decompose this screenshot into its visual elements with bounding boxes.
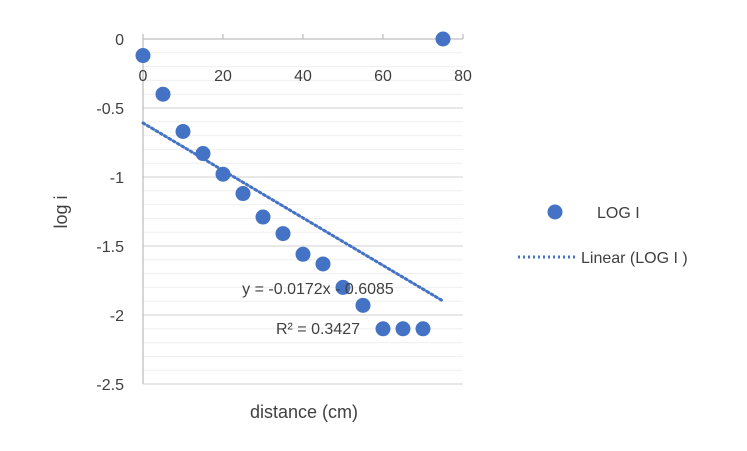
gridlines: [143, 52, 463, 385]
legend-marker-log-i: [547, 204, 563, 220]
data-point-1: [155, 86, 171, 102]
legend: LOG I Linear (LOG I ): [518, 204, 688, 267]
x-tick-label-2: 40: [294, 68, 312, 85]
y-tick-label-4: -2: [110, 308, 124, 325]
legend-label-linear: Linear (LOG I ): [581, 250, 688, 267]
data-point-12: [375, 321, 391, 337]
y-axis-title: log i: [51, 195, 71, 228]
x-tick-label-3: 60: [374, 68, 392, 85]
x-axis-title: distance (cm): [250, 402, 358, 422]
data-point-5: [235, 186, 251, 202]
data-point-8: [295, 246, 311, 262]
x-tick-label-1: 20: [214, 68, 232, 85]
trendline-r-squared: R² = 0.3427: [276, 321, 360, 338]
data-point-14: [415, 321, 431, 337]
trendline: [141, 121, 445, 303]
trendline-equation: y = -0.0172x - 0.6085: [242, 281, 394, 298]
x-tick-label-0: 0: [139, 68, 148, 85]
data-point-13: [395, 321, 411, 337]
y-tick-label-5: -2.5: [96, 377, 124, 394]
data-points: [135, 31, 451, 337]
data-point-0: [135, 48, 151, 64]
data-point-6: [255, 209, 271, 225]
trendline-layer: [141, 121, 445, 303]
data-point-9: [315, 256, 331, 272]
data-point-4: [215, 166, 231, 182]
data-point-11: [355, 297, 371, 313]
data-point-2: [175, 123, 191, 139]
data-point-3: [195, 146, 211, 162]
data-point-15: [435, 31, 451, 47]
data-point-10: [335, 279, 351, 295]
y-tick-label-0: 0: [115, 32, 124, 49]
y-tick-label-1: -0.5: [96, 101, 124, 118]
axes: [142, 34, 464, 384]
y-tick-label-3: -1.5: [96, 239, 124, 256]
tick-labels: 0 20 40 60 80 0 -0.5 -1 -1.5 -2 -2.5: [96, 32, 472, 394]
legend-label-log-i: LOG I: [597, 205, 640, 222]
y-tick-label-2: -1: [110, 170, 124, 187]
x-tick-label-4: 80: [454, 68, 472, 85]
data-point-7: [275, 226, 291, 242]
